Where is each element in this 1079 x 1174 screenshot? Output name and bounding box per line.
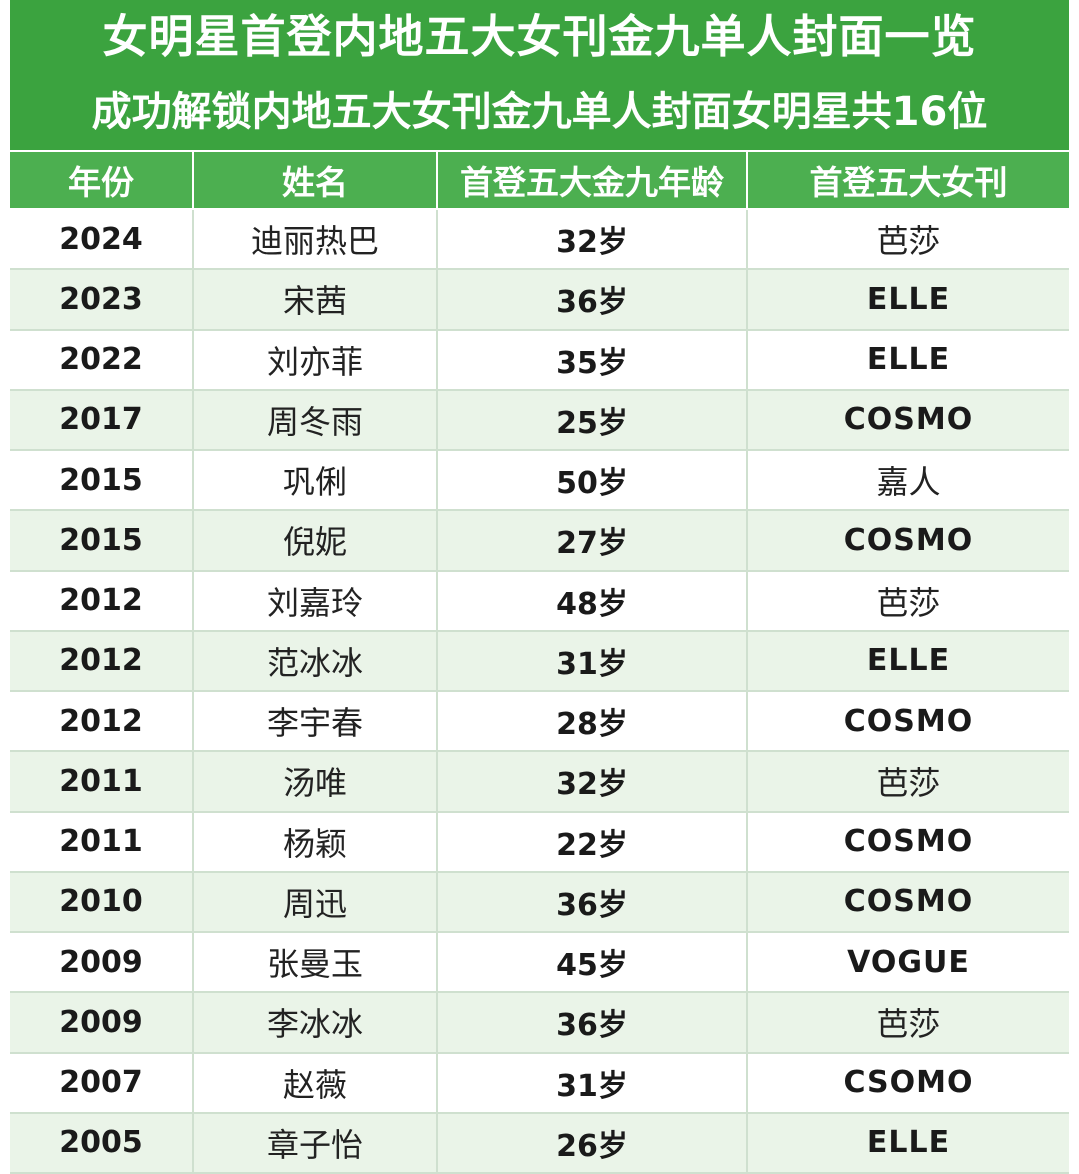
magazine-cell: COSMO [843,522,974,558]
age-cell: 28岁 [438,692,748,751]
name-cell: 章子怡 [194,1113,438,1172]
year-cell: 2009 [10,993,194,1052]
year-cell: 2012 [10,631,194,690]
age-cell: 32岁 [438,210,748,269]
table-row: 2015 巩俐 50岁 嘉人 [10,451,1069,512]
magazine-cell: ELLE [866,643,951,679]
name-cell: 倪妮 [194,511,438,570]
name-cell: 周冬雨 [194,390,438,449]
column-header-age: 首登五大金九年龄 [438,152,748,208]
year-cell: 2017 [10,390,194,449]
name-cell: 李冰冰 [194,993,438,1052]
year-cell: 2024 [10,210,194,269]
name-cell: 杨颖 [194,812,438,871]
magazine-cell: 嘉人 [876,463,941,502]
year-cell: 2007 [10,1053,194,1112]
year-cell: 2023 [10,270,194,329]
table-row: 2012 刘嘉玲 48岁 芭莎 [10,571,1069,632]
magazine-cell: COSMO [843,884,974,920]
name-cell: 李宇春 [194,692,438,751]
year-cell: 2010 [10,872,194,931]
magazine-cell: ELLE [866,342,951,378]
magazine-cell: COSMO [843,402,974,438]
age-cell: 36岁 [438,993,748,1052]
column-header-year: 年份 [10,152,194,208]
name-cell: 范冰冰 [194,631,438,690]
table-row: 2024 迪丽热巴 32岁 芭莎 [10,210,1069,271]
column-header-name: 姓名 [194,152,438,208]
name-cell: 张曼玉 [194,933,438,992]
table-row: 2009 李冰冰 36岁 芭莎 [10,993,1069,1054]
age-cell: 48岁 [438,571,748,630]
magazine-cell: COSMO [843,703,974,739]
table-header: 年份 姓名 首登五大金九年龄 首登五大女刊 [10,150,1069,210]
age-cell: 50岁 [438,451,748,510]
year-cell: 2005 [10,1113,194,1172]
year-cell: 2012 [10,571,194,630]
name-cell: 迪丽热巴 [194,210,438,269]
title-banner: 女明星首登内地五大女刊金九单人封面一览 成功解锁内地五大女刊金九单人封面女明星共… [10,0,1069,150]
name-cell: 汤唯 [194,752,438,811]
magazine-cell: 芭莎 [876,764,941,803]
table-row: 2023 宋茜 36岁 ELLE [10,270,1069,331]
age-cell: 26岁 [438,1113,748,1172]
age-cell: 25岁 [438,390,748,449]
age-cell: 35岁 [438,330,748,389]
table-row: 2011 杨颖 22岁 COSMO [10,812,1069,873]
name-cell: 巩俐 [194,451,438,510]
page-title: 女明星首登内地五大女刊金九单人封面一览 [102,10,977,63]
table-row: 2007 赵薇 31岁 CSOMO [10,1053,1069,1114]
table-row: 2010 周迅 36岁 COSMO [10,872,1069,933]
table-row: 2009 张曼玉 45岁 VOGUE [10,933,1069,994]
age-cell: 31岁 [438,1053,748,1112]
table-row: 2015 倪妮 27岁 COSMO [10,511,1069,572]
year-cell: 2011 [10,752,194,811]
age-cell: 45岁 [438,933,748,992]
year-cell: 2015 [10,451,194,510]
year-cell: 2022 [10,330,194,389]
year-cell: 2009 [10,933,194,992]
page-subtitle: 成功解锁内地五大女刊金九单人封面女明星共16位 [91,89,988,135]
column-header-magazine: 首登五大女刊 [809,163,1008,202]
year-cell: 2015 [10,511,194,570]
year-cell: 2011 [10,812,194,871]
name-cell: 刘嘉玲 [194,571,438,630]
table-row: 2022 刘亦菲 35岁 ELLE [10,330,1069,391]
age-cell: 32岁 [438,752,748,811]
table-row: 2017 周冬雨 25岁 COSMO [10,390,1069,451]
magazine-cell: 芭莎 [876,1005,941,1044]
age-cell: 36岁 [438,872,748,931]
magazine-cell: CSOMO [843,1065,974,1101]
magazine-cell: COSMO [843,824,974,860]
name-cell: 刘亦菲 [194,330,438,389]
table-body: 2024 迪丽热巴 32岁 芭莎 2023 宋茜 36岁 ELLE 2022 刘亦菲 35岁 ELLE… [10,210,1069,1174]
age-cell: 31岁 [438,631,748,690]
age-cell: 27岁 [438,511,748,570]
table-row: 2012 李宇春 28岁 COSMO [10,692,1069,753]
magazine-cell: ELLE [866,281,951,317]
name-cell: 周迅 [194,872,438,931]
magazine-cell: 芭莎 [876,222,941,261]
table-row: 2011 汤唯 32岁 芭莎 [10,752,1069,813]
table-row: 2012 范冰冰 31岁 ELLE [10,631,1069,692]
age-cell: 36岁 [438,270,748,329]
year-cell: 2012 [10,692,194,751]
magazine-cell: ELLE [866,1125,951,1161]
age-cell: 22岁 [438,812,748,871]
magazine-cell: VOGUE [847,944,970,980]
magazine-cell: 芭莎 [876,583,941,622]
name-cell: 赵薇 [194,1053,438,1112]
table-row: 2005 章子怡 26岁 ELLE [10,1113,1069,1174]
name-cell: 宋茜 [194,270,438,329]
